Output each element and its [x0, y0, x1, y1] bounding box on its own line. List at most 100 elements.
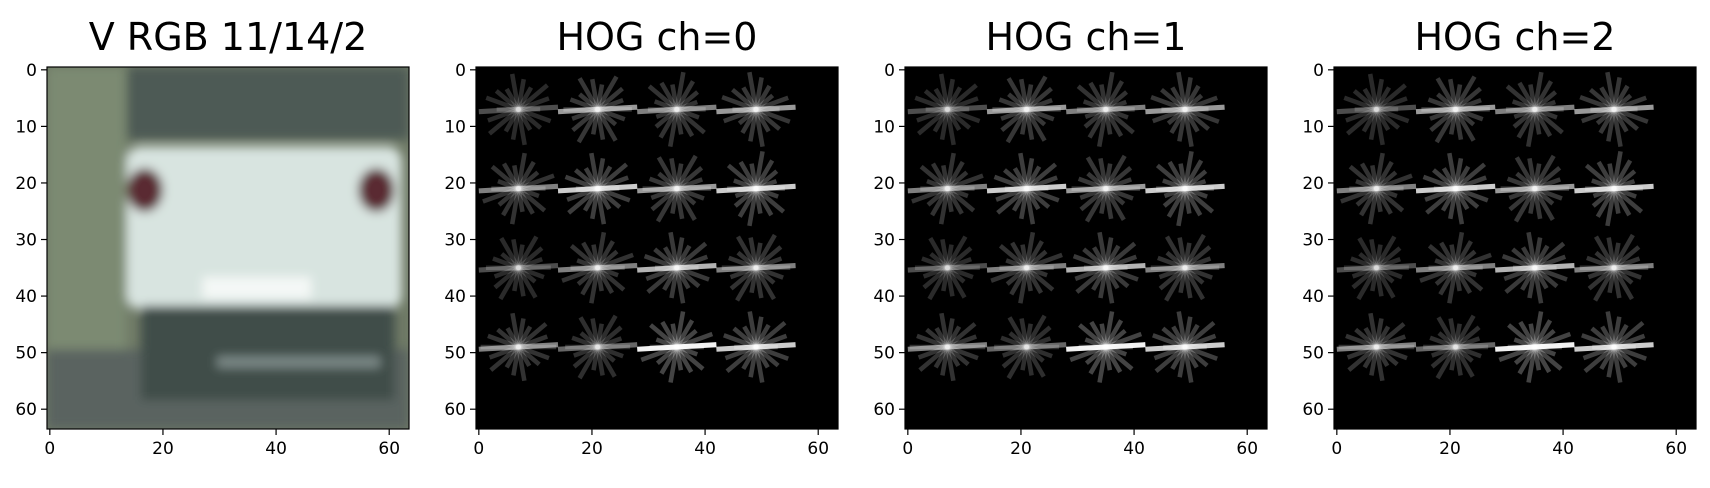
panel-title: HOG ch=2	[1414, 15, 1615, 59]
hog-spoke	[938, 73, 956, 146]
hog-dominant-orientation	[986, 342, 1067, 352]
y-tick-label: 60	[873, 400, 895, 420]
hog-cell	[716, 311, 796, 383]
hog-dominant-orientation	[1145, 183, 1225, 194]
hog-spoke	[499, 237, 538, 299]
hog-spoke	[512, 244, 525, 292]
hog-cell	[478, 152, 559, 225]
hog-cell	[1495, 154, 1575, 223]
hog-dominant-orientation	[1145, 262, 1225, 273]
y-tick-label: 10	[444, 117, 466, 137]
plot-area	[905, 67, 1267, 429]
hog-cell	[1145, 150, 1225, 227]
x-tick-label: 40	[1123, 439, 1145, 459]
hog-dominant-orientation	[557, 104, 638, 115]
hog-background	[1334, 67, 1696, 429]
hog-spoke	[1006, 314, 1047, 380]
hog-spoke	[1002, 336, 1052, 358]
hog-spoke	[488, 83, 549, 136]
hog-spoke	[1000, 335, 1053, 359]
hog-spoke	[1369, 238, 1384, 297]
hog-spoke	[1352, 89, 1401, 130]
hog-cell	[986, 314, 1067, 380]
x-tick-label: 0	[902, 439, 913, 459]
car-rear-window	[126, 67, 409, 140]
hog-spoke	[1361, 86, 1392, 133]
y-tick-label: 30	[444, 231, 466, 251]
plot-area	[476, 67, 838, 429]
tail-light-left	[126, 168, 163, 212]
hog-spoke	[1437, 331, 1474, 363]
hog-spoke	[1007, 316, 1046, 378]
axes-frame	[1333, 66, 1697, 430]
hog-cell	[1574, 150, 1654, 227]
hog-dominant-orientation	[986, 104, 1067, 115]
y-tick-label: 50	[444, 344, 466, 364]
hog-dominant-orientation	[716, 262, 796, 273]
x-tick-label: 60	[1665, 439, 1687, 459]
hog-spoke	[1351, 257, 1402, 279]
hog-dominant-orientation	[1415, 104, 1496, 115]
hog-dominant-orientation	[637, 183, 717, 194]
x-tick-label: 0	[473, 439, 484, 459]
hog-spoke	[498, 235, 539, 301]
hog-cell	[986, 152, 1067, 225]
hog-spoke	[928, 237, 967, 299]
hog-spoke	[1431, 336, 1481, 358]
hog-cell	[1495, 71, 1575, 148]
panel-2: HOG ch=1 0 20 40 60 0 10 20 30 40 50 60	[873, 15, 1268, 459]
hog-cell	[1336, 152, 1417, 225]
hog-cell	[1336, 235, 1417, 301]
hog-cell	[1145, 311, 1225, 383]
hog-dominant-orientation	[1066, 104, 1146, 115]
y-tick-label: 50	[15, 344, 37, 364]
y-tick-label: 20	[1302, 174, 1324, 194]
hog-dominant-orientation	[986, 262, 1067, 273]
hog-spoke	[500, 252, 537, 284]
hog-spoke	[578, 316, 617, 378]
y-tick-label: 0	[26, 61, 37, 81]
hog-dominant-orientation	[1495, 262, 1575, 273]
hog-spoke	[1357, 237, 1396, 299]
hog-spoke	[939, 78, 955, 141]
hog-dominant-orientation	[907, 183, 988, 194]
y-tick-label: 40	[873, 287, 895, 307]
panel-title: HOG ch=1	[985, 15, 1186, 59]
hog-dominant-orientation	[1336, 342, 1417, 352]
hog-spoke	[504, 87, 533, 131]
hog-spoke	[922, 246, 973, 290]
hog-cell	[478, 73, 559, 146]
hog-dominant-orientation	[1336, 262, 1417, 273]
hog-spoke	[1429, 335, 1482, 359]
hog-dominant-orientation	[478, 183, 559, 194]
hog-dominant-orientation	[1574, 183, 1654, 194]
hog-spoke	[1020, 323, 1033, 371]
y-tick-label: 0	[1313, 61, 1324, 81]
x-tick-label: 60	[807, 439, 829, 459]
y-tick-label: 30	[15, 231, 37, 251]
y-tick-label: 20	[15, 174, 37, 194]
x-tick-label: 60	[378, 439, 400, 459]
tail-light-right	[358, 168, 395, 212]
hog-spoke	[485, 95, 552, 124]
hog-dominant-orientation	[1415, 342, 1496, 352]
x-tick-label: 40	[1552, 439, 1574, 459]
axes-frame	[46, 66, 410, 430]
hog-dominant-orientation	[1145, 342, 1225, 352]
hog-cell	[1066, 231, 1146, 304]
hog-cell	[907, 73, 988, 146]
hog-dominant-orientation	[1336, 104, 1417, 115]
hog-spoke	[1448, 318, 1463, 376]
hog-dominant-orientation	[1574, 262, 1654, 273]
x-tick-label: 60	[1236, 439, 1258, 459]
hog-spoke	[487, 96, 550, 123]
hog-spoke	[1351, 246, 1402, 290]
hog-dominant-orientation	[1495, 342, 1575, 352]
hog-cell	[1066, 71, 1146, 148]
hog-cell	[1415, 314, 1496, 380]
y-tick-label: 20	[873, 174, 895, 194]
hog-spoke	[494, 89, 543, 130]
x-tick-label: 40	[265, 439, 287, 459]
y-tick-label: 20	[444, 174, 466, 194]
hog-spoke	[1345, 96, 1408, 123]
